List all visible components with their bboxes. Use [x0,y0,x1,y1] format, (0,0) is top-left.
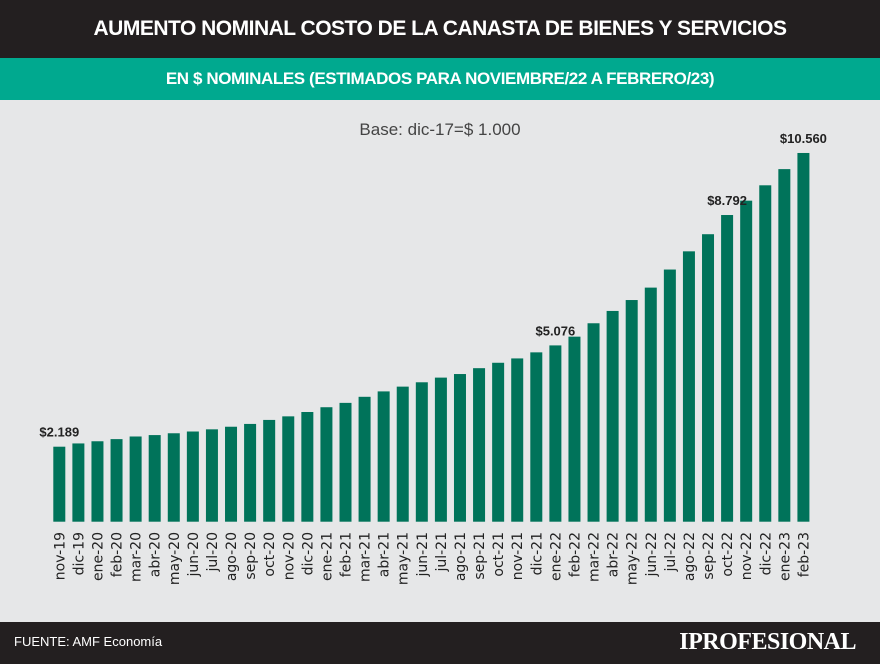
bar-ene-22 [549,345,562,522]
x-tick-label: mar-20 [129,532,145,582]
data-label: $8.792 [707,193,747,208]
x-tick-label: oct-21 [491,532,507,577]
x-tick-label: ene-21 [319,532,335,581]
x-tick-label: mar-21 [358,532,374,582]
x-tick-label: abr-21 [377,532,393,577]
bar-feb-20 [110,439,123,522]
x-tick-label: sep-20 [243,532,259,580]
bar-mar-21 [358,396,371,522]
x-tick-label: ago-20 [224,532,240,581]
bar-ago-22 [682,251,695,522]
bar-dic-20 [301,411,314,522]
bar-chart: nov-19 dic-19 ene-20 feb-20 mar-20 abr-20 may-… [39,131,827,585]
bar-nov-19 [53,446,66,522]
bar-abr-21 [377,391,390,522]
bar-jul-21 [434,377,447,522]
x-tick-label: nov-20 [281,532,297,580]
bar-ene-20 [91,441,104,522]
x-tick-label: ene-20 [90,532,106,581]
x-tick-label: ago-21 [453,532,469,581]
x-tick-label: jun-22 [644,532,660,578]
bar-dic-21 [530,352,543,522]
bar-dic-22 [759,185,772,522]
x-tick-label: nov-21 [510,532,526,580]
bar-sep-21 [473,368,486,522]
x-tick-label: ene-23 [777,532,793,581]
x-tick-label: nov-22 [739,532,755,580]
x-tick-label: feb-22 [567,532,583,577]
bar-mar-20 [129,436,142,522]
bar-mar-22 [587,323,600,522]
x-tick-label: jul-21 [434,532,450,573]
x-tick-label: abr-20 [148,532,164,577]
x-tick-label: jul-22 [663,532,679,573]
chart-title: AUMENTO NOMINAL COSTO DE LA CANASTA DE B… [0,0,880,58]
bar-may-21 [396,386,409,522]
iprofesional-logo: IPROFESIONAL [679,629,856,655]
bar-may-22 [625,300,638,522]
bar-jul-20 [205,429,218,522]
x-tick-label: jun-20 [186,532,202,578]
bar-ago-20 [225,426,238,522]
x-tick-label: jul-20 [205,532,221,573]
bar-jul-22 [663,269,676,522]
bar-abr-20 [148,435,161,522]
x-tick-label: dic-22 [758,532,774,575]
bar-oct-20 [263,419,276,522]
bar-oct-21 [492,362,505,522]
bar-dic-19 [72,443,85,522]
bar-oct-22 [721,215,734,522]
bar-sep-20 [244,423,257,522]
x-tick-label: feb-23 [796,532,812,577]
bar-abr-22 [606,310,619,522]
x-tick-label: feb-21 [339,532,355,577]
x-tick-label: sep-22 [701,532,717,580]
bar-nov-22 [740,200,753,522]
x-tick-label: ene-22 [548,532,564,581]
x-tick-label: dic-19 [71,532,87,575]
data-label: $5.076 [535,323,575,338]
x-tick-label: sep-21 [472,532,488,580]
x-tick-label: dic-20 [300,532,316,575]
x-tick-label: may-20 [167,532,183,585]
footer: FUENTE: AMF Economía IPROFESIONAL [0,622,880,664]
data-label: $2.189 [39,425,79,440]
bar-feb-23 [797,152,810,522]
x-tick-label: jun-21 [415,532,431,578]
bar-nov-20 [282,416,295,522]
bar-feb-22 [568,336,581,522]
bar-ene-23 [778,169,791,522]
x-tick-label: mar-22 [587,532,603,582]
x-tick-label: may-21 [396,532,412,585]
x-tick-label: oct-22 [720,532,736,577]
x-tick-label: ago-22 [682,532,698,581]
x-tick-label: may-22 [625,532,641,585]
bar-jun-20 [186,431,199,522]
x-tick-label: nov-19 [52,532,68,580]
bar-ene-21 [320,407,333,522]
bar-nov-21 [511,358,524,522]
source-note: FUENTE: AMF Economía [14,634,163,649]
x-tick-label: dic-21 [529,532,545,575]
x-tick-label: oct-20 [262,532,278,577]
base-annotation: Base: dic-17=$ 1.000 [359,120,521,139]
bar-feb-21 [339,402,352,522]
x-tick-label: feb-20 [110,532,126,577]
bar-ago-21 [453,374,466,522]
x-tick-label: abr-22 [606,532,622,577]
bar-jun-22 [644,287,657,522]
data-label: $10.560 [780,131,827,146]
bar-may-20 [167,433,180,522]
bar-sep-22 [702,234,715,522]
bar-jun-21 [415,382,428,522]
chart-subtitle: EN $ NOMINALES (ESTIMADOS PARA NOVIEMBRE… [0,58,880,100]
